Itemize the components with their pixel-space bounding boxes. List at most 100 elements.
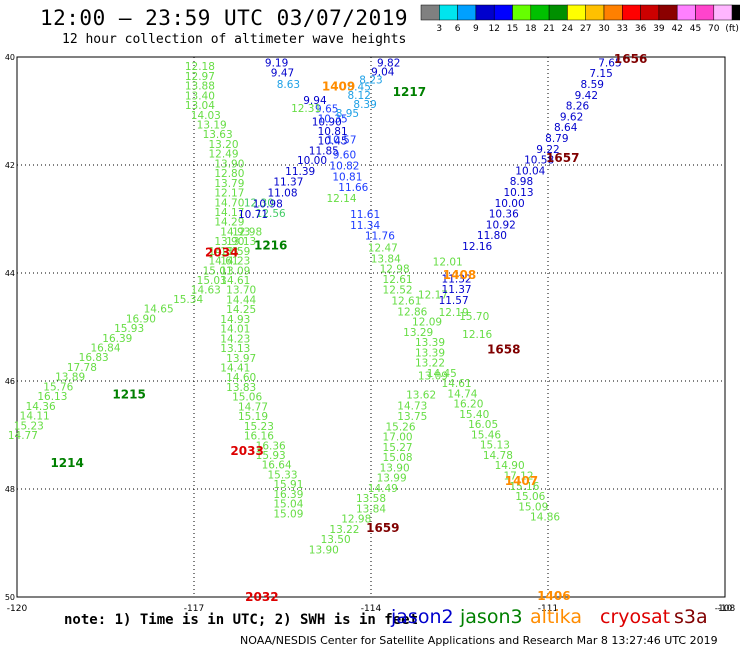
wave-height-point: 11.66 bbox=[338, 182, 368, 194]
wave-height-point: 16.36 bbox=[256, 440, 286, 452]
wave-height-point: 16.16 bbox=[244, 431, 274, 443]
wave-height-point: 8.95 bbox=[336, 108, 359, 120]
wave-height-point: 17.00 bbox=[383, 432, 413, 444]
wave-height-point: 10.35 bbox=[318, 114, 348, 126]
wave-height-point: 9.04 bbox=[371, 67, 395, 79]
wave-height-point: 9.62 bbox=[560, 111, 583, 123]
wave-height-point: 12.61 bbox=[391, 296, 421, 308]
wave-height-point: 13.83 bbox=[226, 382, 256, 394]
time-label: 1408 bbox=[443, 268, 476, 282]
wave-height-point: 14.93 bbox=[220, 314, 250, 326]
colorbar-label: 33 bbox=[617, 24, 628, 34]
wave-height-point: 13.99 bbox=[377, 473, 407, 485]
wave-height-point: 9.19 bbox=[265, 57, 288, 69]
wave-height-point: 10.81 bbox=[332, 171, 362, 183]
wave-height-point: 15.34 bbox=[173, 294, 203, 306]
wave-height-point: 15.13 bbox=[480, 440, 510, 452]
wave-height-point: 11.61 bbox=[350, 209, 380, 221]
wave-height-point: 10.92 bbox=[486, 219, 516, 231]
wave-height-point: 16.13 bbox=[37, 391, 67, 403]
x-tick-label: -117 bbox=[184, 604, 204, 614]
wave-height-point: 12.17 bbox=[418, 290, 448, 302]
colorbar-swatch bbox=[530, 4, 550, 21]
x-tick-label: -111 bbox=[538, 604, 558, 614]
wave-height-point: 14.73 bbox=[397, 400, 427, 412]
wave-height-point: 16.39 bbox=[102, 333, 132, 345]
wave-height-point: 16.83 bbox=[79, 352, 109, 364]
wave-height-point: 12.19 bbox=[439, 307, 469, 319]
legend-cryosat: cryosat bbox=[600, 606, 671, 628]
time-label: 2033 bbox=[230, 444, 263, 458]
wave-height-point: 14.63 bbox=[191, 285, 221, 297]
y-tick-label: 48 bbox=[5, 485, 15, 494]
colorbar-label: 15 bbox=[507, 24, 518, 34]
colorbar-label: 3 bbox=[436, 24, 442, 34]
colorbar-swatch bbox=[713, 4, 733, 21]
wave-height-point: 13.89 bbox=[55, 372, 85, 384]
wave-height-point: 12.17 bbox=[214, 188, 244, 200]
colorbar-swatch bbox=[567, 4, 586, 21]
colorbar-swatch bbox=[603, 4, 623, 21]
wave-height-point: 10.81 bbox=[318, 126, 348, 138]
wave-height-point: 15.06 bbox=[232, 392, 262, 404]
wave-height-point: 9.65 bbox=[315, 103, 338, 115]
y-tick-label: 42 bbox=[5, 161, 15, 170]
time-label: 1657 bbox=[546, 151, 579, 165]
colorbar-swatch bbox=[695, 4, 715, 21]
wave-height-point: 11.34 bbox=[350, 220, 380, 232]
wave-height-point: 15.93 bbox=[256, 450, 286, 462]
wave-height-point: 13.62 bbox=[406, 390, 436, 402]
wave-height-point: 12.98 bbox=[232, 226, 262, 238]
wave-height-point: 14.23 bbox=[220, 333, 250, 345]
time-label: 1214 bbox=[50, 456, 83, 470]
wave-height-point: 15.01 bbox=[203, 265, 233, 277]
x-tick-label: -108 bbox=[715, 604, 736, 614]
wave-height-point: 12.14 bbox=[326, 193, 356, 205]
wave-height-point: 13.39 bbox=[415, 337, 445, 349]
wave-height-point: 14.33 bbox=[208, 246, 238, 258]
wave-height-point: 10.82 bbox=[329, 161, 359, 173]
wave-height-point: 9.82 bbox=[377, 57, 400, 69]
wave-height-point: 16.20 bbox=[453, 399, 483, 411]
x-tick-label: -120 bbox=[7, 604, 28, 614]
colorbar-swatch bbox=[420, 4, 440, 21]
wave-height-point: 14.65 bbox=[144, 304, 174, 316]
wave-height-point: 13.50 bbox=[321, 534, 351, 546]
time-label: 1409 bbox=[322, 80, 355, 94]
wave-height-point: 15.09 bbox=[273, 508, 303, 520]
wave-height-point: 13.13 bbox=[226, 236, 256, 248]
wave-height-point: 11.80 bbox=[477, 230, 507, 242]
wave-height-point: 14.29 bbox=[214, 217, 244, 229]
wave-height-point: 13.39 bbox=[415, 347, 445, 359]
wave-height-point: 16.84 bbox=[90, 343, 120, 355]
wave-height-point: 9.47 bbox=[271, 68, 294, 80]
wave-height-point: 12.98 bbox=[341, 514, 371, 526]
colorbar-swatch bbox=[439, 4, 458, 21]
wave-height-point: 10.98 bbox=[253, 198, 283, 210]
wave-height-point: 12.56 bbox=[256, 208, 286, 220]
wave-height-point: 15.08 bbox=[383, 452, 413, 464]
wave-height-point: 10.58 bbox=[524, 155, 554, 167]
wave-height-point: 13.75 bbox=[397, 411, 427, 423]
wave-height-point: 13.63 bbox=[203, 129, 233, 141]
wave-height-point: 13.90 bbox=[214, 158, 244, 170]
wave-height-point: 10.36 bbox=[489, 209, 519, 221]
colorbar-label: 21 bbox=[543, 24, 554, 34]
wave-height-point: 10.00 bbox=[495, 198, 525, 210]
colorbar-label: 36 bbox=[635, 24, 647, 34]
wave-height-point: 14.44 bbox=[226, 294, 256, 306]
footer-credit: NOAA/NESDIS Center for Satellite Applica… bbox=[240, 634, 718, 647]
wave-height-point: 15.70 bbox=[459, 311, 489, 323]
wave-height-point: 11.37 bbox=[273, 177, 303, 189]
wave-height-point: 13.09 bbox=[220, 265, 250, 277]
legend-jason3: jason3 bbox=[460, 606, 523, 628]
wave-height-point: 13.59 bbox=[220, 246, 250, 258]
colorbar-swatch bbox=[475, 4, 495, 21]
wave-height-point: 14.61 bbox=[208, 256, 238, 268]
time-label: 1216 bbox=[254, 238, 287, 252]
wave-height-point: 13.70 bbox=[226, 285, 256, 297]
colorbar-swatch bbox=[512, 4, 532, 21]
wave-height-point: 15.46 bbox=[471, 429, 501, 441]
wave-height-point: 13.29 bbox=[403, 327, 433, 339]
